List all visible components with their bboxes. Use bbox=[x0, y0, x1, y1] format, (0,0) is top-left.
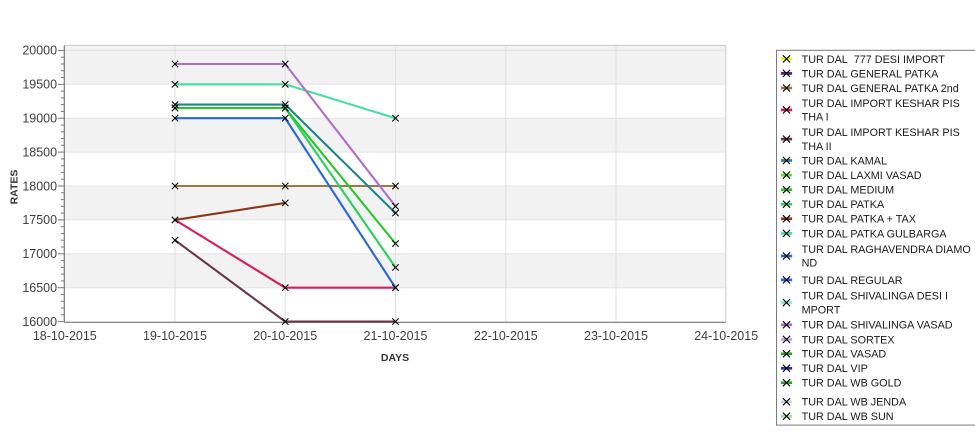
svg-text:22-10-2015: 22-10-2015 bbox=[474, 329, 538, 343]
svg-text:TUR DAL GENERAL PATKA: TUR DAL GENERAL PATKA bbox=[802, 68, 940, 80]
svg-text:TUR DAL REGULAR: TUR DAL REGULAR bbox=[802, 275, 903, 287]
svg-text:TUR DAL LAXMI VASAD: TUR DAL LAXMI VASAD bbox=[802, 170, 922, 182]
svg-text:19500: 19500 bbox=[22, 78, 57, 92]
svg-text:TUR DAL IMPORT KESHAR PIS: TUR DAL IMPORT KESHAR PIS bbox=[802, 127, 960, 139]
svg-text:TUR DAL 777 DESI IMPORT: TUR DAL 777 DESI IMPORT bbox=[802, 54, 946, 66]
svg-text:19000: 19000 bbox=[22, 112, 57, 126]
svg-text:MPORT: MPORT bbox=[802, 304, 841, 316]
svg-text:TUR DAL IMPORT KESHAR PIS: TUR DAL IMPORT KESHAR PIS bbox=[802, 98, 960, 110]
svg-text:TUR DAL VIP: TUR DAL VIP bbox=[802, 363, 868, 375]
svg-text:TUR DAL SHIVALINGA DESI I: TUR DAL SHIVALINGA DESI I bbox=[802, 291, 948, 303]
svg-text:21-10-2015: 21-10-2015 bbox=[364, 329, 428, 343]
svg-text:17500: 17500 bbox=[22, 213, 57, 227]
svg-text:TUR DAL RAGHAVENDRA DIAMO: TUR DAL RAGHAVENDRA DIAMO bbox=[802, 244, 971, 256]
svg-text:TUR DAL PATKA + TAX: TUR DAL PATKA + TAX bbox=[802, 214, 916, 226]
svg-text:TUR DAL MEDIUM: TUR DAL MEDIUM bbox=[802, 185, 895, 197]
svg-text:TUR DAL VASAD: TUR DAL VASAD bbox=[802, 349, 887, 361]
svg-text:16500: 16500 bbox=[22, 281, 57, 295]
svg-text:TUR DAL WB JENDA: TUR DAL WB JENDA bbox=[802, 397, 907, 409]
svg-text:18-10-2015: 18-10-2015 bbox=[33, 329, 97, 343]
svg-text:TUR DAL SHIVALINGA VASAD: TUR DAL SHIVALINGA VASAD bbox=[802, 320, 953, 332]
svg-text:20-10-2015: 20-10-2015 bbox=[253, 329, 317, 343]
svg-text:TUR DAL KAMAL: TUR DAL KAMAL bbox=[802, 155, 887, 167]
svg-text:19-10-2015: 19-10-2015 bbox=[143, 329, 207, 343]
svg-text:DAYS: DAYS bbox=[381, 352, 409, 364]
svg-text:TUR DAL GENERAL PATKA 2nd: TUR DAL GENERAL PATKA 2nd bbox=[802, 83, 959, 95]
svg-text:TUR DAL SORTEX: TUR DAL SORTEX bbox=[802, 334, 895, 346]
svg-text:TUR DAL WB SUN: TUR DAL WB SUN bbox=[802, 411, 894, 423]
svg-text:THA I: THA I bbox=[802, 112, 829, 124]
svg-text:18000: 18000 bbox=[22, 179, 57, 193]
svg-text:THA II: THA II bbox=[802, 141, 832, 153]
svg-text:TUR DAL WB GOLD: TUR DAL WB GOLD bbox=[802, 378, 902, 390]
svg-text:23-10-2015: 23-10-2015 bbox=[584, 329, 648, 343]
svg-text:TUR DAL PATKA: TUR DAL PATKA bbox=[802, 199, 885, 211]
svg-text:20000: 20000 bbox=[22, 44, 57, 58]
svg-text:16000: 16000 bbox=[22, 315, 57, 329]
svg-text:ND: ND bbox=[802, 258, 818, 270]
svg-text:TUR DAL PATKA GULBARGA: TUR DAL PATKA GULBARGA bbox=[802, 228, 948, 240]
svg-text:RATES: RATES bbox=[9, 170, 21, 205]
svg-text:17000: 17000 bbox=[22, 247, 57, 261]
svg-text:18500: 18500 bbox=[22, 145, 57, 159]
svg-text:24-10-2015: 24-10-2015 bbox=[694, 329, 758, 343]
